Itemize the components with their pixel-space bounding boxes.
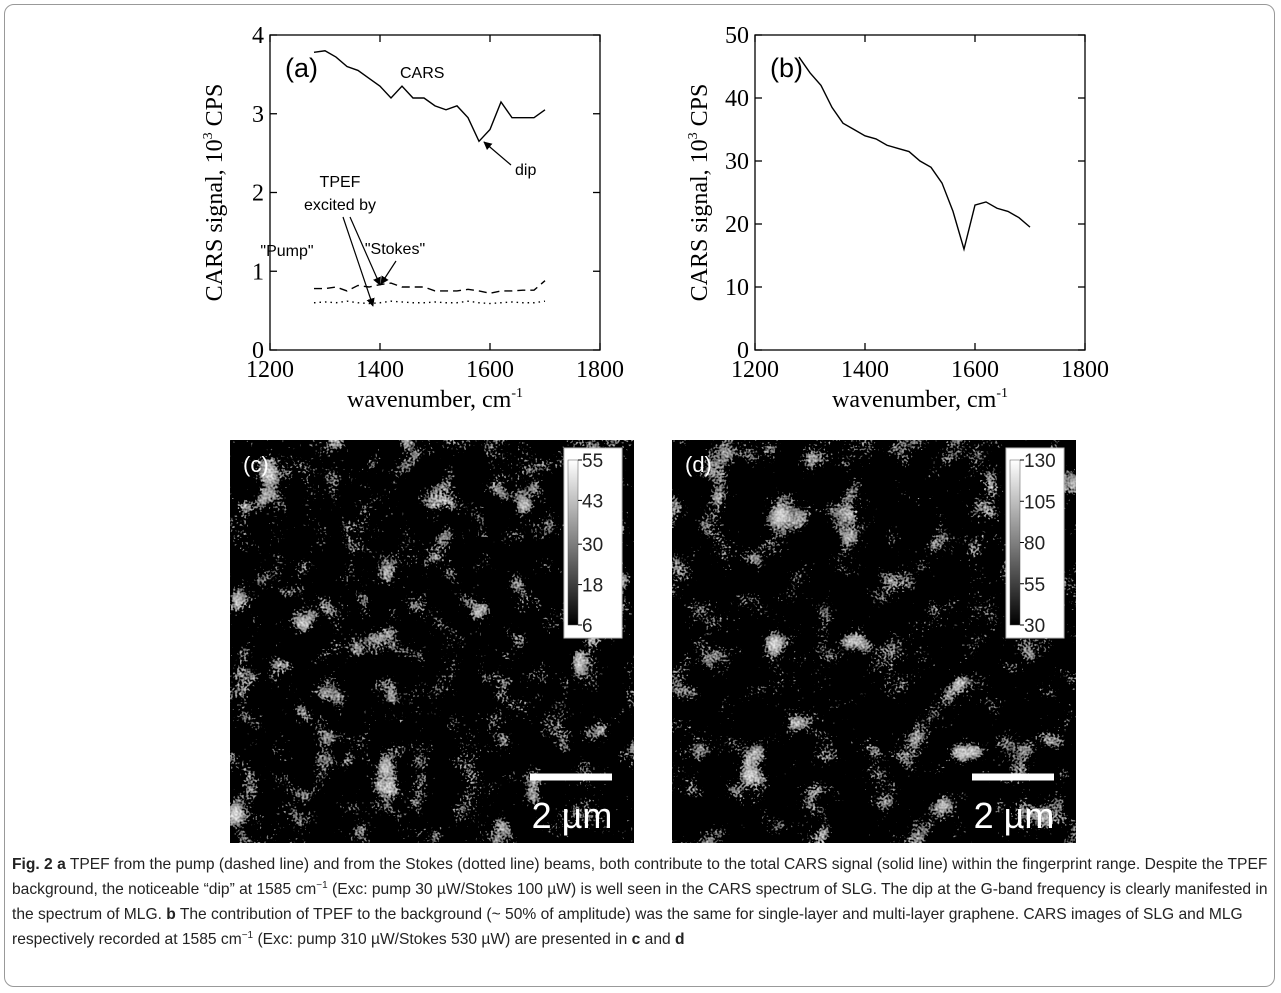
annotation: "Pump" bbox=[260, 243, 313, 260]
panel-label: (a) bbox=[285, 53, 318, 83]
colorbar-tick-label: 30 bbox=[582, 535, 603, 556]
plot-frame bbox=[754, 34, 1086, 351]
x-tick-label: 1800 bbox=[1061, 357, 1109, 383]
panel-label: (b) bbox=[770, 53, 803, 83]
annotation-arrow bbox=[483, 141, 512, 166]
scale-bar-label: 2 µm bbox=[974, 795, 1055, 836]
y-tick-label: 30 bbox=[725, 149, 749, 175]
y-tick-label: 1 bbox=[252, 259, 264, 285]
colorbar-tick-label: 18 bbox=[582, 576, 603, 597]
series-line bbox=[313, 50, 546, 143]
x-axis-label-text: wavenumber, cm bbox=[347, 387, 512, 413]
y-tick-label: 2 bbox=[252, 181, 264, 207]
panel-label: (d) bbox=[685, 452, 712, 477]
y-axis-label-sup: 3 bbox=[686, 132, 701, 139]
annotation: TPEF bbox=[320, 174, 361, 191]
series-line bbox=[314, 280, 546, 295]
y-tick-label: 40 bbox=[725, 86, 749, 112]
y-tick-label: 50 bbox=[725, 23, 749, 49]
y-axis-label-text: CARS signal, 10 bbox=[202, 139, 228, 301]
x-tick-label: 1400 bbox=[356, 357, 404, 383]
colorbar-tick-label: 30 bbox=[1024, 616, 1045, 637]
y-axis-label-sup: 3 bbox=[201, 132, 216, 139]
y-tick-label: 0 bbox=[252, 338, 264, 364]
caption-text: (Exc: pump 310 µW/Stokes 530 µW) are pre… bbox=[253, 931, 632, 948]
annotation: CARS bbox=[400, 65, 444, 82]
caption-text: c bbox=[631, 931, 641, 948]
caption-text: Fig. 2 bbox=[12, 856, 53, 873]
caption-text: d bbox=[675, 931, 685, 948]
colorbar bbox=[567, 459, 579, 626]
plot-frame bbox=[269, 34, 601, 351]
y-tick-label: 4 bbox=[252, 23, 264, 49]
y-tick-label: 10 bbox=[725, 275, 749, 301]
colorbar-tick-label: 130 bbox=[1024, 451, 1056, 472]
y-tick-label: 3 bbox=[252, 102, 264, 128]
panel-label: (c) bbox=[243, 452, 269, 477]
colorbar-tick-label: 55 bbox=[1024, 575, 1045, 596]
caption-text: The contribution of TPEF to the backgrou… bbox=[12, 906, 1243, 948]
annotation: "Stokes" bbox=[365, 241, 425, 258]
series-line bbox=[798, 56, 1031, 252]
y-axis-label: CARS signal, 103 CPS bbox=[686, 84, 713, 302]
x-tick-label: 1400 bbox=[841, 357, 889, 383]
caption-text: and bbox=[640, 931, 676, 948]
y-axis-label-text: CPS bbox=[687, 84, 713, 133]
y-axis-label: CARS signal, 103 CPS bbox=[201, 84, 228, 302]
annotation-arrow bbox=[349, 216, 381, 286]
caption: Fig. 2 a TPEF from the pump (dashed line… bbox=[12, 852, 1270, 952]
series-line bbox=[313, 300, 546, 305]
x-tick-label: 1200 bbox=[246, 357, 294, 383]
x-tick-label: 1600 bbox=[951, 357, 999, 383]
caption-text: −1 bbox=[241, 929, 254, 941]
colorbar-tick-label: 105 bbox=[1024, 492, 1056, 513]
colorbar-tick-label: 43 bbox=[582, 491, 603, 512]
colorbar-tick-label: 55 bbox=[582, 451, 603, 472]
caption-text: TPEF from the pump (dashed line) and fro… bbox=[12, 856, 1268, 898]
annotation: excited by bbox=[304, 197, 376, 214]
annotation-arrow bbox=[380, 260, 397, 285]
y-tick-label: 0 bbox=[737, 338, 749, 364]
y-axis-label-text: CARS signal, 10 bbox=[687, 139, 713, 301]
x-tick-label: 1200 bbox=[731, 357, 779, 383]
x-tick-label: 1600 bbox=[466, 357, 514, 383]
colorbar-tick-label: 80 bbox=[1024, 534, 1045, 555]
colorbar bbox=[1009, 459, 1021, 626]
scale-bar-label: 2 µm bbox=[532, 795, 613, 836]
y-tick-label: 20 bbox=[725, 212, 749, 238]
caption-text: −1 bbox=[316, 879, 328, 891]
x-axis-label: wavenumber, cm-1 bbox=[832, 386, 1008, 413]
caption-text: a bbox=[57, 856, 66, 873]
y-axis-label-text: CPS bbox=[202, 84, 228, 133]
x-axis-label-text: wavenumber, cm bbox=[832, 387, 997, 413]
x-axis-label-sup: -1 bbox=[511, 386, 523, 401]
x-tick-label: 1800 bbox=[576, 357, 624, 383]
x-axis-label-sup: -1 bbox=[996, 386, 1008, 401]
annotation: dip bbox=[515, 162, 536, 179]
x-axis-label: wavenumber, cm-1 bbox=[347, 386, 523, 413]
annotation-arrow bbox=[342, 216, 375, 307]
colorbar-tick-label: 6 bbox=[582, 616, 593, 637]
figure-frame bbox=[4, 4, 1275, 987]
caption-text: b bbox=[166, 906, 176, 923]
caption-text: (Exc: pump 30 µW/Stokes 100 µW) is well … bbox=[12, 881, 1268, 923]
